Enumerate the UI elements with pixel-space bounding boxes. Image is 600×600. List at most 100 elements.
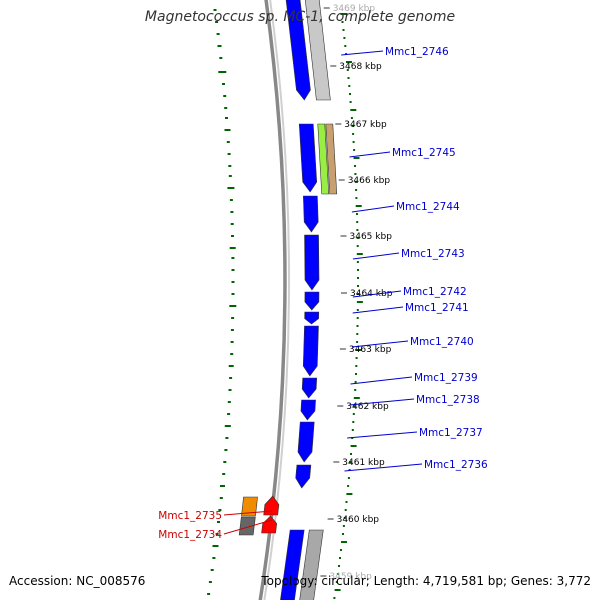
- gene-mmc1-2745-cog-b-shape: [325, 123, 338, 195]
- gene-label-text: Mmc1_2736: [424, 459, 488, 471]
- gene-mmc1-2741: [304, 311, 320, 325]
- gene-mmc1-2745-blue-shape: [298, 123, 318, 193]
- gene-mmc1-2736-shape: [295, 464, 312, 489]
- gene-label-leader: [350, 376, 413, 385]
- gene-label-text: Mmc1_2742: [403, 286, 467, 298]
- gene-mmc1-2746-shape: [285, 0, 311, 101]
- gene-label-right: Mmc1_2744: [351, 201, 460, 213]
- gene-mmc1-2745-cog-a: [317, 123, 330, 195]
- gene-downstream-gray-shape: [299, 529, 324, 600]
- gene-label-left: Mmc1_2734: [158, 519, 273, 541]
- kbp-tick: 3461 kbp: [333, 458, 385, 468]
- gene-mmc1-2738-shape: [300, 399, 316, 421]
- gene-mmc1-2744: [303, 195, 319, 233]
- gene-label-text: Mmc1_2746: [385, 46, 449, 58]
- kbp-tick: 3464 kbp: [341, 289, 393, 299]
- gene-mmc1-2735-cog: [241, 496, 258, 517]
- gene-label-right: Mmc1_2742: [352, 286, 467, 298]
- kbp-tick: 3469 kbp: [323, 4, 376, 14]
- gene-label-leader: [344, 463, 423, 472]
- gene-label-right: Mmc1_2746: [341, 46, 449, 58]
- kbp-tick: 3468 kbp: [330, 62, 382, 72]
- gene-mmc1-2745-cog-a-shape: [317, 123, 330, 195]
- kbp-tick-label: 3465 kbp: [350, 232, 393, 242]
- gene-label-text: Mmc1_2743: [401, 248, 465, 260]
- gene-label-right: Mmc1_2740: [351, 336, 474, 348]
- kbp-tick-label: 3463 kbp: [349, 345, 392, 355]
- gene-mmc1-2743-shape: [304, 234, 320, 291]
- gene-label-text: Mmc1_2738: [416, 394, 480, 406]
- gene-label-text: Mmc1_2745: [392, 147, 456, 159]
- gene-label-leader: [347, 431, 418, 439]
- gene-downstream-gray: [299, 529, 324, 600]
- gene-mmc1-2746: [285, 0, 311, 101]
- gene-label-right: Mmc1_2741: [352, 302, 469, 314]
- gene-mmc1-2743: [304, 234, 320, 291]
- gene-downstream-blue: [280, 529, 305, 600]
- gene-label-text: Mmc1_2737: [419, 427, 483, 439]
- gene-label-leader: [349, 151, 391, 158]
- gene-mmc1-2735: [263, 495, 280, 516]
- kbp-tick: 3466 kbp: [338, 176, 391, 186]
- gene-mmc1-2735-shape: [263, 495, 280, 516]
- gene-label-text: Mmc1_2740: [410, 336, 474, 348]
- gene-label-text: Mmc1_2741: [405, 302, 469, 314]
- gene-mmc1-2744-shape: [303, 195, 319, 233]
- genome-summary: Topology: circular; Length: 4,719,581 bp…: [261, 574, 591, 588]
- gene-label-right: Mmc1_2737: [347, 427, 483, 439]
- kbp-tick-label: 3464 kbp: [350, 289, 393, 299]
- kbp-tick-label: 3466 kbp: [348, 176, 391, 186]
- gene-label-leader: [349, 398, 415, 406]
- gene-mmc1-2739: [301, 377, 318, 399]
- gene-label-text: Mmc1_2744: [396, 201, 460, 213]
- gene-label-right: Mmc1_2736: [344, 459, 488, 472]
- map-title: Magnetococcus sp. MC-1, complete genome: [144, 9, 456, 25]
- gene-mmc1-2737-shape: [297, 421, 315, 463]
- kbp-tick-label: 3469 kbp: [333, 4, 376, 14]
- gene-label-leader: [352, 290, 402, 298]
- gene-mmc1-2738: [300, 399, 316, 421]
- gene-label-right: Mmc1_2739: [350, 372, 478, 385]
- kbp-tick-label: 3467 kbp: [344, 120, 387, 130]
- gene-label-text: Mmc1_2735: [158, 510, 222, 522]
- kbp-tick-label: 3461 kbp: [342, 458, 385, 468]
- kbp-tick: 3467 kbp: [335, 120, 387, 130]
- gene-mmc1-2735-cog-shape: [241, 496, 258, 517]
- gene-label-text: Mmc1_2734: [158, 529, 222, 541]
- gene-downstream-blue-shape: [280, 529, 305, 600]
- gene-label-leader: [352, 252, 400, 260]
- gene-label-left: Mmc1_2735: [158, 510, 273, 522]
- kbp-tick: 3462 kbp: [337, 402, 389, 412]
- gene-label-leader: [341, 50, 384, 56]
- kbp-tick: 3465 kbp: [340, 232, 393, 242]
- gene-label-right: Mmc1_2743: [352, 248, 465, 260]
- kbp-tick: 3459 kbp: [320, 572, 372, 582]
- gene-mmc1-2742: [304, 291, 320, 311]
- gene-label-leader: [351, 340, 409, 348]
- gene-mmc1-2737: [297, 421, 315, 463]
- gene-mmc1-2746-cog-shape: [304, 0, 331, 101]
- gene-mmc1-2746-cog: [304, 0, 331, 101]
- kbp-tick-label: 3459 kbp: [329, 572, 372, 582]
- gene-label-leader: [223, 519, 273, 535]
- gene-mmc1-2740: [302, 325, 319, 377]
- gene-label-leader: [352, 306, 404, 314]
- gene-label-right: Mmc1_2738: [349, 394, 480, 406]
- accession-label: Accession: NC_008576: [9, 574, 146, 588]
- gene-mmc1-2745-blue: [298, 123, 318, 193]
- gene-label-right: Mmc1_2745: [349, 147, 456, 159]
- gene-mmc1-2739-shape: [301, 377, 318, 399]
- gene-label-leader: [223, 510, 273, 516]
- kbp-tick: 3460 kbp: [327, 515, 380, 525]
- gene-mmc1-2741-shape: [304, 311, 320, 325]
- gene-label-text: Mmc1_2739: [414, 372, 478, 384]
- kbp-tick-label: 3460 kbp: [337, 515, 380, 525]
- gene-label-leader: [351, 205, 395, 213]
- gene-mmc1-2740-shape: [302, 325, 319, 377]
- kbp-tick-label: 3468 kbp: [339, 62, 382, 72]
- kbp-tick: 3463 kbp: [339, 345, 392, 355]
- gene-mmc1-2742-shape: [304, 291, 320, 311]
- gene-mmc1-2745-cog-b: [325, 123, 338, 195]
